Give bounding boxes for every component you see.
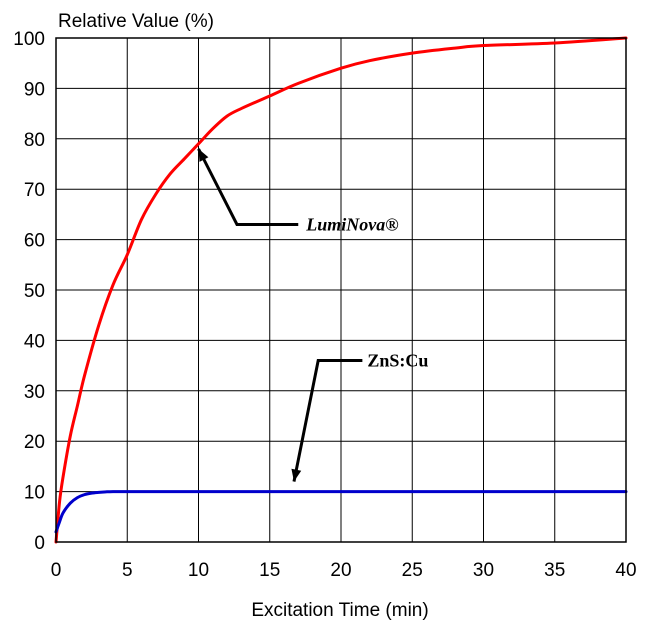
y-tick-label: 70 bbox=[24, 180, 45, 201]
x-tick-label: 25 bbox=[402, 560, 423, 581]
grid bbox=[56, 38, 626, 542]
annotations: LumiNova® ZnS:Cu bbox=[197, 148, 428, 482]
y-tick-labels: 0 10 20 30 40 50 60 70 80 90 100 bbox=[13, 29, 45, 554]
x-tick-label: 15 bbox=[259, 560, 280, 581]
x-tick-labels: 0 5 10 15 20 25 30 35 40 bbox=[51, 560, 637, 581]
x-tick-label: 20 bbox=[330, 560, 351, 581]
arrow-head bbox=[291, 468, 302, 482]
x-tick-label: 40 bbox=[615, 560, 636, 581]
x-tick-label: 0 bbox=[51, 560, 62, 581]
x-tick-label: 30 bbox=[473, 560, 494, 581]
plot-border bbox=[55, 37, 627, 543]
y-tick-label: 20 bbox=[24, 432, 45, 453]
x-tick-label: 35 bbox=[544, 560, 565, 581]
y-tick-label: 10 bbox=[24, 483, 45, 504]
x-tick-label: 10 bbox=[188, 560, 209, 581]
series-line-luminova bbox=[54, 36, 628, 544]
x-tick-label: 5 bbox=[122, 560, 133, 581]
y-tick-label: 80 bbox=[24, 130, 45, 151]
x-axis-title: Excitation Time (min) bbox=[251, 600, 428, 621]
series-line-zns-cu bbox=[54, 490, 628, 534]
series-group bbox=[54, 36, 628, 544]
zns-cu-leader-line bbox=[292, 359, 363, 482]
luminova-label: LumiNova® bbox=[305, 214, 398, 234]
y-tick-label: 30 bbox=[24, 382, 45, 403]
y-tick-label: 60 bbox=[24, 231, 45, 252]
plot-frame bbox=[55, 37, 627, 543]
y-tick-label: 50 bbox=[24, 281, 45, 302]
arrow-head bbox=[198, 148, 209, 162]
luminova-leader-line bbox=[197, 148, 299, 226]
y-tick-label: 40 bbox=[24, 331, 45, 352]
zns-cu-label: ZnS:Cu bbox=[367, 351, 428, 371]
y-tick-label: 90 bbox=[24, 79, 45, 100]
y-tick-label: 100 bbox=[13, 29, 45, 50]
y-axis-title: Relative Value (%) bbox=[58, 11, 214, 32]
y-tick-label: 0 bbox=[34, 533, 45, 554]
